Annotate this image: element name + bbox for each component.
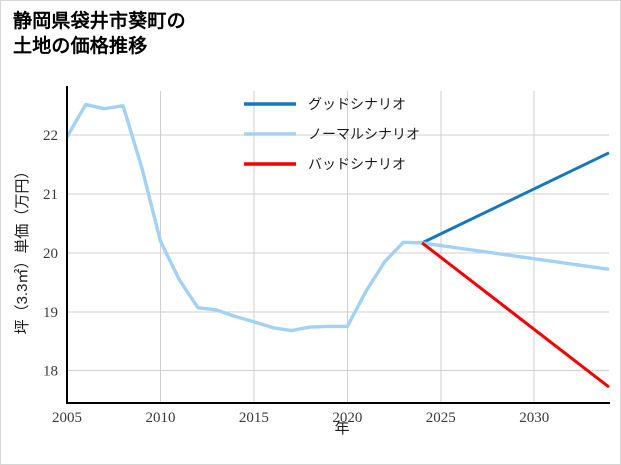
axis-spines	[65, 86, 610, 405]
y-axis-tick-labels: 18 19 20 21 22	[43, 128, 58, 379]
x-axis-title: 年	[334, 420, 349, 437]
y-tick-label: 22	[43, 128, 58, 144]
series-line	[65, 102, 610, 333]
y-tick-label: 21	[43, 187, 58, 203]
y-axis-title: 坪（3.3㎡）単価（万円）	[14, 164, 31, 335]
x-tick-label: 2005	[52, 410, 82, 426]
page-title: 静岡県袋井市葵町の 土地の価格推移	[13, 11, 186, 58]
x-tick-label: 2020	[332, 410, 362, 426]
x-tick-label: 2010	[145, 410, 175, 426]
legend-label: グッドシナリオ	[308, 96, 406, 112]
x-axis-tick-labels: 2005 2010 2015 2020 2025 2030	[52, 410, 549, 426]
y-tick-label: 20	[43, 246, 58, 262]
x-tick-label: 2025	[426, 410, 456, 426]
series-line	[421, 241, 610, 389]
y-tick-label: 19	[43, 305, 58, 321]
series-line	[421, 151, 610, 245]
legend-label: バッドシナリオ	[308, 156, 406, 172]
x-tick-label: 2015	[239, 410, 269, 426]
data-series-group	[65, 102, 610, 389]
y-tick-label: 18	[43, 364, 58, 380]
x-tick-label: 2030	[519, 410, 549, 426]
grid-lines	[67, 134, 609, 372]
legend-label: ノーマルシナリオ	[308, 126, 420, 142]
